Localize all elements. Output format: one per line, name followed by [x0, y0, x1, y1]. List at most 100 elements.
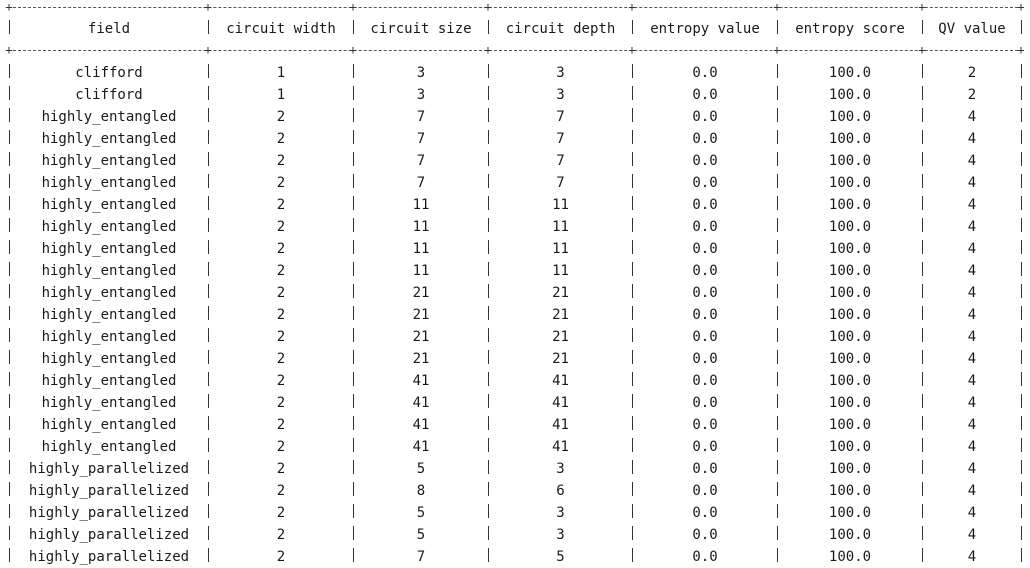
- table-row: highly_parallelized 2 5 3 0.0 100.0 4: [0, 502, 1030, 524]
- column-divider: [922, 350, 923, 364]
- column-divider: [208, 460, 209, 474]
- cell-field: highly_entangled: [41, 197, 177, 213]
- cell-qv-value: 4: [967, 461, 977, 477]
- column-divider: [9, 86, 10, 100]
- cell-entropy-value: 0.0: [692, 219, 718, 235]
- column-divider: [208, 174, 209, 188]
- cell-entropy-score: 100.0: [828, 131, 872, 147]
- column-divider: [777, 20, 778, 34]
- cell-entropy-value: 0.0: [692, 439, 718, 455]
- column-divider: [777, 306, 778, 320]
- column-divider: [353, 20, 354, 34]
- column-divider: [208, 394, 209, 408]
- column-divider: [9, 328, 10, 342]
- cell-circuit-width: 2: [276, 263, 286, 279]
- column-divider: [488, 328, 489, 342]
- column-divider: [777, 328, 778, 342]
- cell-entropy-value: 0.0: [692, 483, 718, 499]
- cell-entropy-value: 0.0: [692, 395, 718, 411]
- cell-entropy-value: 0.0: [692, 65, 718, 81]
- column-divider: [208, 416, 209, 430]
- cell-entropy-value: 0.0: [692, 417, 718, 433]
- cell-circuit-depth: 21: [552, 285, 569, 301]
- column-divider: [9, 460, 10, 474]
- column-divider: [208, 108, 209, 122]
- cell-entropy-value: 0.0: [692, 351, 718, 367]
- column-divider: [922, 20, 923, 34]
- column-divider: [488, 350, 489, 364]
- cell-circuit-depth: 7: [556, 153, 565, 169]
- cell-qv-value: 4: [967, 109, 977, 125]
- column-divider: [488, 174, 489, 188]
- cell-circuit-width: 2: [276, 153, 286, 169]
- border-corner: +: [484, 0, 492, 14]
- cell-field: highly_entangled: [41, 307, 177, 323]
- column-divider: [632, 64, 633, 78]
- cell-circuit-width: 2: [276, 241, 286, 257]
- column-divider: [777, 196, 778, 210]
- column-divider: [353, 526, 354, 540]
- cell-circuit-depth: 11: [552, 263, 569, 279]
- column-divider: [353, 64, 354, 78]
- column-divider: [632, 240, 633, 254]
- column-divider: [777, 438, 778, 452]
- cell-entropy-value: 0.0: [692, 285, 718, 301]
- border-corner: +: [628, 0, 636, 14]
- column-divider: [777, 460, 778, 474]
- cell-qv-value: 4: [967, 153, 977, 169]
- column-divider: [1021, 152, 1022, 166]
- table-row: highly_entangled 2 21 21 0.0 100.0 4: [0, 304, 1030, 326]
- column-divider: [632, 416, 633, 430]
- cell-field: highly_parallelized: [28, 461, 190, 477]
- cell-entropy-score: 100.0: [828, 263, 872, 279]
- cell-circuit-width: 2: [276, 417, 286, 433]
- column-divider: [777, 350, 778, 364]
- cell-circuit-depth: 7: [556, 175, 565, 191]
- cell-entropy-score: 100.0: [828, 505, 872, 521]
- column-divider: [632, 306, 633, 320]
- column-divider: [353, 416, 354, 430]
- column-divider: [1021, 218, 1022, 232]
- column-divider: [1021, 196, 1022, 210]
- column-divider: [9, 350, 10, 364]
- cell-entropy-value: 0.0: [692, 461, 718, 477]
- column-divider: [632, 262, 633, 276]
- column-divider: [208, 306, 209, 320]
- column-divider: [1021, 548, 1022, 562]
- cell-qv-value: 4: [967, 263, 977, 279]
- column-divider: [488, 20, 489, 34]
- cell-field: highly_parallelized: [28, 527, 190, 543]
- cell-field: highly_entangled: [41, 175, 177, 191]
- cell-circuit-width: 2: [276, 131, 286, 147]
- cell-qv-value: 4: [967, 197, 977, 213]
- cell-circuit-width: 2: [276, 527, 286, 543]
- cell-field: highly_parallelized: [28, 505, 190, 521]
- column-divider: [777, 152, 778, 166]
- border-corner: +: [918, 0, 926, 14]
- cell-field: highly_entangled: [41, 395, 177, 411]
- column-divider: [9, 416, 10, 430]
- cell-entropy-value: 0.0: [692, 131, 718, 147]
- column-divider: [632, 196, 633, 210]
- header-circuit-depth: circuit depth: [505, 21, 616, 37]
- border-corner: +: [1017, 43, 1025, 57]
- column-divider: [1021, 240, 1022, 254]
- column-divider: [1021, 328, 1022, 342]
- column-divider: [9, 262, 10, 276]
- column-divider: [208, 526, 209, 540]
- column-divider: [922, 240, 923, 254]
- column-divider: [9, 372, 10, 386]
- cell-entropy-score: 100.0: [828, 395, 872, 411]
- cell-qv-value: 2: [967, 87, 977, 103]
- cell-circuit-width: 2: [276, 351, 286, 367]
- cell-entropy-value: 0.0: [692, 197, 718, 213]
- cell-field: highly_entangled: [41, 263, 177, 279]
- cell-entropy-score: 100.0: [828, 461, 872, 477]
- header-entropy-value: entropy value: [650, 21, 760, 37]
- column-divider: [9, 482, 10, 496]
- table-row: highly_entangled 2 11 11 0.0 100.0 4: [0, 216, 1030, 238]
- column-divider: [632, 504, 633, 518]
- table-row: highly_entangled 2 41 41 0.0 100.0 4: [0, 414, 1030, 436]
- column-divider: [208, 240, 209, 254]
- cell-field: highly_parallelized: [28, 483, 190, 499]
